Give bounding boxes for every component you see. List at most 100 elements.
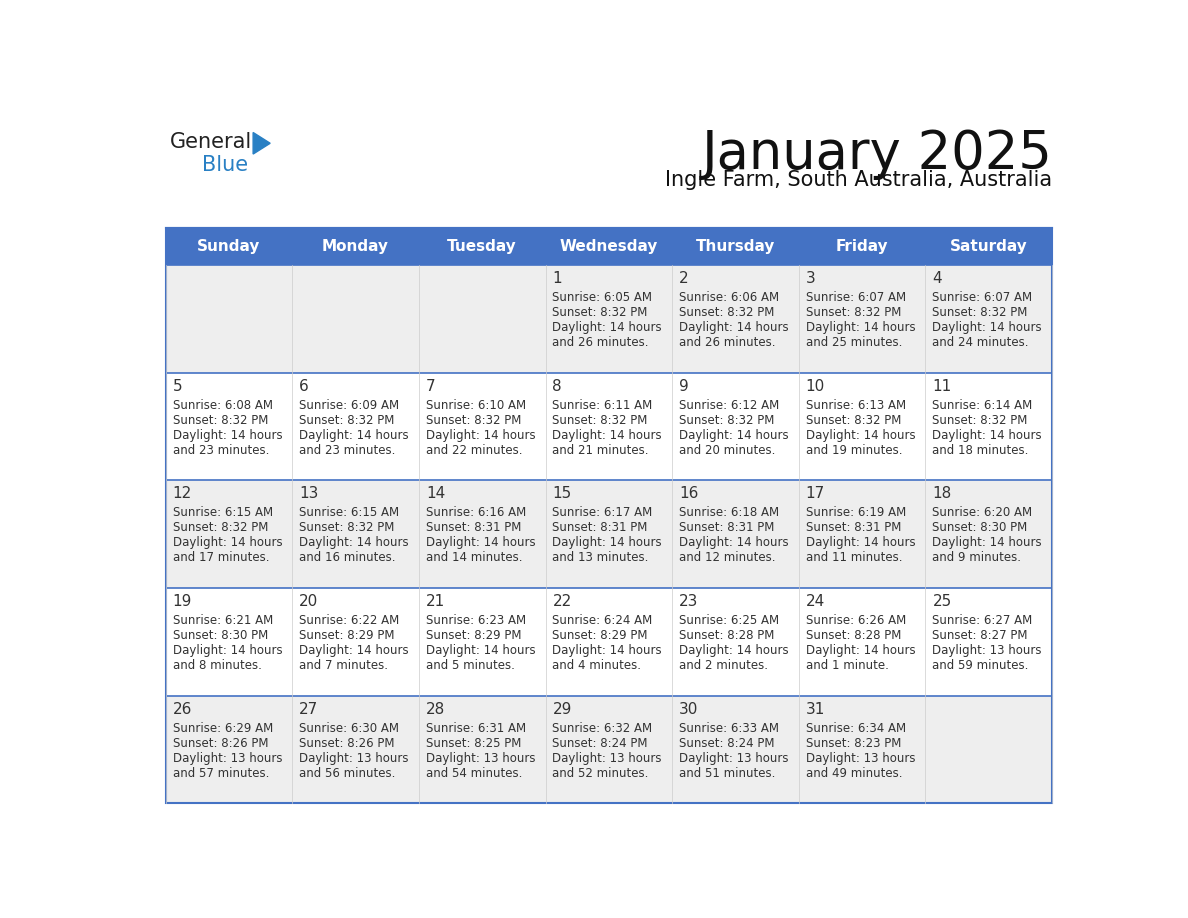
Text: and 5 minutes.: and 5 minutes.	[425, 659, 514, 672]
Text: Sunset: 8:32 PM: Sunset: 8:32 PM	[933, 306, 1028, 319]
Text: and 14 minutes.: and 14 minutes.	[425, 552, 523, 565]
Text: 21: 21	[425, 594, 446, 609]
Bar	[798, 480, 925, 588]
Text: Sunset: 8:32 PM: Sunset: 8:32 PM	[805, 414, 902, 427]
Bar	[925, 480, 1053, 588]
Text: Sunset: 8:28 PM: Sunset: 8:28 PM	[805, 629, 902, 642]
Bar	[672, 696, 798, 803]
Text: Sunset: 8:32 PM: Sunset: 8:32 PM	[552, 306, 647, 319]
Text: Sunset: 8:31 PM: Sunset: 8:31 PM	[425, 521, 522, 534]
Bar	[419, 265, 545, 373]
Text: Sunset: 8:32 PM: Sunset: 8:32 PM	[425, 414, 522, 427]
Text: Sunrise: 6:05 AM: Sunrise: 6:05 AM	[552, 291, 652, 304]
Text: Daylight: 14 hours: Daylight: 14 hours	[552, 536, 662, 550]
Text: Sunrise: 6:26 AM: Sunrise: 6:26 AM	[805, 614, 906, 627]
Text: 28: 28	[425, 701, 446, 717]
Text: Sunrise: 6:31 AM: Sunrise: 6:31 AM	[425, 722, 526, 734]
Text: 24: 24	[805, 594, 824, 609]
Bar	[798, 696, 925, 803]
Bar	[419, 480, 545, 588]
Text: Daylight: 14 hours: Daylight: 14 hours	[172, 644, 282, 657]
Bar	[672, 373, 798, 480]
Text: 15: 15	[552, 487, 571, 501]
Bar	[165, 696, 292, 803]
Text: Sunrise: 6:27 AM: Sunrise: 6:27 AM	[933, 614, 1032, 627]
Text: Sunset: 8:26 PM: Sunset: 8:26 PM	[299, 737, 394, 750]
Text: Sunset: 8:26 PM: Sunset: 8:26 PM	[172, 737, 268, 750]
Bar	[545, 588, 672, 696]
Text: Saturday: Saturday	[950, 239, 1028, 254]
Text: and 19 minutes.: and 19 minutes.	[805, 443, 903, 457]
Text: and 17 minutes.: and 17 minutes.	[172, 552, 268, 565]
Text: Daylight: 13 hours: Daylight: 13 hours	[933, 644, 1042, 657]
Text: Sunrise: 6:33 AM: Sunrise: 6:33 AM	[680, 722, 779, 734]
Text: and 20 minutes.: and 20 minutes.	[680, 443, 776, 457]
Text: Daylight: 14 hours: Daylight: 14 hours	[299, 644, 409, 657]
Bar	[925, 265, 1053, 373]
Text: and 51 minutes.: and 51 minutes.	[680, 767, 776, 779]
Text: 17: 17	[805, 487, 824, 501]
Text: Sunset: 8:28 PM: Sunset: 8:28 PM	[680, 629, 775, 642]
Text: Ingle Farm, South Australia, Australia: Ingle Farm, South Australia, Australia	[665, 170, 1053, 190]
Text: 7: 7	[425, 379, 436, 394]
Bar	[292, 265, 419, 373]
Text: Sunset: 8:29 PM: Sunset: 8:29 PM	[299, 629, 394, 642]
Text: Sunrise: 6:22 AM: Sunrise: 6:22 AM	[299, 614, 399, 627]
Bar	[925, 373, 1053, 480]
Text: Sunrise: 6:12 AM: Sunrise: 6:12 AM	[680, 398, 779, 412]
Text: and 26 minutes.: and 26 minutes.	[680, 336, 776, 349]
Text: Daylight: 13 hours: Daylight: 13 hours	[172, 752, 282, 765]
Bar	[672, 228, 798, 265]
Text: and 11 minutes.: and 11 minutes.	[805, 552, 903, 565]
Text: 12: 12	[172, 487, 191, 501]
Bar	[165, 265, 292, 373]
Text: Daylight: 14 hours: Daylight: 14 hours	[680, 321, 789, 334]
Text: 22: 22	[552, 594, 571, 609]
Text: Sunrise: 6:08 AM: Sunrise: 6:08 AM	[172, 398, 272, 412]
Text: 3: 3	[805, 271, 815, 286]
Text: January 2025: January 2025	[701, 128, 1053, 180]
Text: Sunset: 8:30 PM: Sunset: 8:30 PM	[933, 521, 1028, 534]
Text: Blue: Blue	[202, 155, 248, 174]
Text: Daylight: 14 hours: Daylight: 14 hours	[933, 321, 1042, 334]
Text: 10: 10	[805, 379, 824, 394]
Text: Sunset: 8:31 PM: Sunset: 8:31 PM	[552, 521, 647, 534]
Text: and 2 minutes.: and 2 minutes.	[680, 659, 769, 672]
Text: Sunset: 8:23 PM: Sunset: 8:23 PM	[805, 737, 902, 750]
Text: Wednesday: Wednesday	[560, 239, 658, 254]
Text: and 1 minute.: and 1 minute.	[805, 659, 889, 672]
Text: Daylight: 14 hours: Daylight: 14 hours	[805, 429, 916, 442]
Bar	[672, 588, 798, 696]
Text: 6: 6	[299, 379, 309, 394]
Text: Sunset: 8:29 PM: Sunset: 8:29 PM	[425, 629, 522, 642]
Text: 5: 5	[172, 379, 182, 394]
Text: Sunrise: 6:11 AM: Sunrise: 6:11 AM	[552, 398, 652, 412]
Text: and 23 minutes.: and 23 minutes.	[299, 443, 396, 457]
Bar	[419, 588, 545, 696]
Text: and 4 minutes.: and 4 minutes.	[552, 659, 642, 672]
Text: Daylight: 14 hours: Daylight: 14 hours	[172, 429, 282, 442]
Text: and 24 minutes.: and 24 minutes.	[933, 336, 1029, 349]
Text: and 12 minutes.: and 12 minutes.	[680, 552, 776, 565]
Text: and 13 minutes.: and 13 minutes.	[552, 552, 649, 565]
Text: Sunrise: 6:10 AM: Sunrise: 6:10 AM	[425, 398, 526, 412]
Text: 26: 26	[172, 701, 192, 717]
Text: 27: 27	[299, 701, 318, 717]
Text: Daylight: 14 hours: Daylight: 14 hours	[552, 429, 662, 442]
Text: 29: 29	[552, 701, 571, 717]
Bar	[165, 588, 292, 696]
Text: and 21 minutes.: and 21 minutes.	[552, 443, 649, 457]
Text: Sunrise: 6:29 AM: Sunrise: 6:29 AM	[172, 722, 273, 734]
Text: Sunset: 8:32 PM: Sunset: 8:32 PM	[172, 414, 268, 427]
Text: 11: 11	[933, 379, 952, 394]
Bar	[292, 373, 419, 480]
Text: Daylight: 14 hours: Daylight: 14 hours	[552, 644, 662, 657]
Text: Friday: Friday	[836, 239, 889, 254]
Text: Sunrise: 6:15 AM: Sunrise: 6:15 AM	[172, 507, 273, 520]
Text: and 9 minutes.: and 9 minutes.	[933, 552, 1022, 565]
Text: Sunrise: 6:16 AM: Sunrise: 6:16 AM	[425, 507, 526, 520]
Text: Daylight: 14 hours: Daylight: 14 hours	[680, 429, 789, 442]
Text: and 59 minutes.: and 59 minutes.	[933, 659, 1029, 672]
Text: and 23 minutes.: and 23 minutes.	[172, 443, 268, 457]
Bar	[545, 696, 672, 803]
